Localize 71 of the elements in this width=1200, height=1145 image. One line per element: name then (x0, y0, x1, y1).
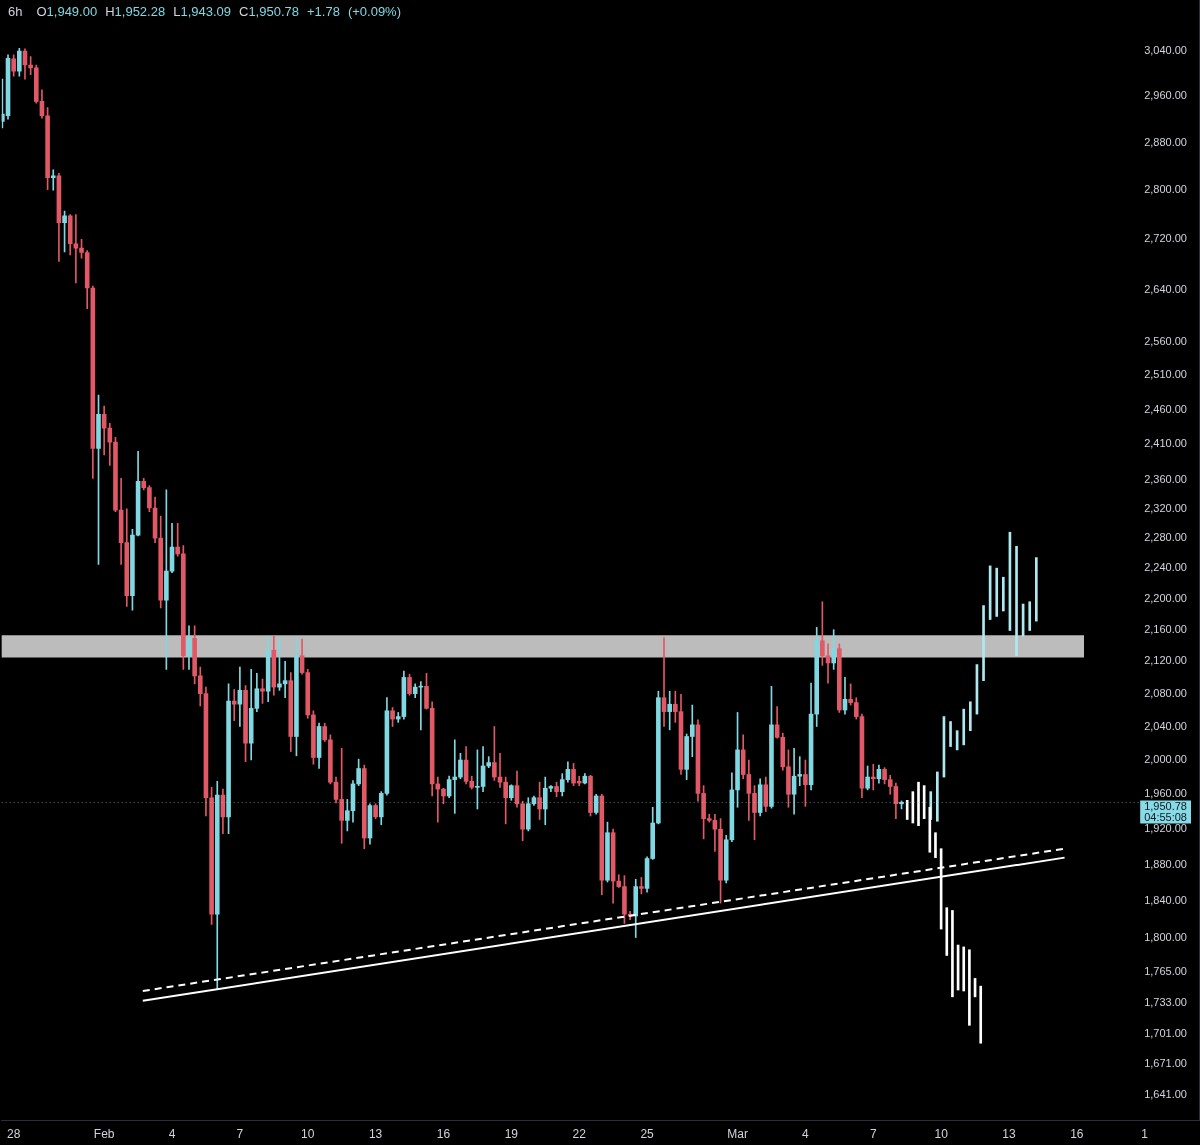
y-tick-label: 2,410.00 (1144, 437, 1187, 450)
ref-line-label: 1,950.78 (1144, 800, 1187, 813)
bar (982, 605, 985, 681)
y-tick-label: 2,880.00 (1144, 135, 1187, 148)
y-tick-label: 2,460.00 (1144, 402, 1187, 415)
x-tick-label: 10 (301, 1126, 315, 1141)
x-tick-label: 1 (1141, 1126, 1149, 1141)
candlestick (50, 169, 56, 191)
y-tick-label: 2,040.00 (1144, 719, 1187, 732)
x-tick-label: Mar (727, 1126, 748, 1141)
y-tick-label: 3,040.00 (1144, 44, 1187, 57)
x-tick-label: 28 (6, 1126, 21, 1141)
x-tick-label: Feb (93, 1126, 115, 1141)
candlestick (661, 637, 667, 727)
bar (1028, 601, 1032, 631)
y-tick-label: 1,765.00 (1144, 964, 1187, 977)
x-tick-label: 10 (934, 1126, 949, 1141)
y-tick-label: 2,200.00 (1144, 591, 1187, 604)
y-tick-label: 2,640.00 (1144, 282, 1187, 295)
bar (936, 771, 939, 822)
y-tick-label: 1,733.00 (1144, 995, 1187, 1008)
x-tick-label: 13 (368, 1126, 383, 1141)
x-tick-label: 4 (802, 1126, 810, 1141)
x-tick-label: 19 (504, 1126, 519, 1141)
x-tick-label: 13 (1002, 1126, 1016, 1141)
bar (1015, 546, 1018, 657)
candlestick (870, 763, 876, 791)
candlestick (175, 523, 180, 557)
bar (945, 907, 949, 956)
y-tick-label: 1,920.00 (1144, 822, 1187, 835)
y-tick-label: 2,000.00 (1144, 753, 1187, 766)
chart-title: 6h (8, 3, 23, 19)
x-tick-label: 25 (640, 1126, 655, 1141)
bar (1002, 576, 1005, 612)
candlestick (667, 690, 672, 731)
candlestick (231, 689, 237, 722)
bar (949, 721, 952, 747)
bar (995, 567, 999, 617)
y-tick-label: 1,671.00 (1144, 1057, 1187, 1070)
x-tick-label: 16 (1070, 1126, 1084, 1141)
x-tick-label: 7 (869, 1126, 877, 1141)
y-tick-label: 2,510.00 (1144, 368, 1187, 381)
y-tick-label: 1,960.00 (1144, 787, 1187, 800)
y-tick-label: 2,160.00 (1144, 622, 1187, 635)
text: O1,949.00 H1,952.28 L1,943.09 C1,950.78 +1.78 (+0.09%) (36, 3, 402, 19)
x-tick-label: 16 (436, 1126, 451, 1141)
bar (962, 708, 966, 746)
x-tick-label: 22 (572, 1126, 587, 1141)
y-tick-label: 1,800.00 (1144, 931, 1187, 944)
y-tick-label: 2,560.00 (1144, 335, 1187, 348)
bar (951, 910, 954, 998)
bar (1034, 557, 1038, 622)
y-tick-label: 1,840.00 (1144, 894, 1187, 907)
y-tick-label: 2,960.00 (1144, 89, 1187, 102)
y-tick-label: 2,320.00 (1144, 501, 1187, 514)
y-tick-label: 2,240.00 (1144, 561, 1187, 574)
y-tick-label: 1,880.00 (1144, 857, 1187, 870)
y-tick-label: 2,360.00 (1144, 472, 1187, 485)
y-tick-label: 2,080.00 (1144, 686, 1187, 699)
x-tick-label: 4 (168, 1126, 176, 1141)
bar (969, 701, 972, 731)
y-tick-label: 1,701.00 (1144, 1027, 1187, 1040)
y-tick-label: 2,120.00 (1144, 654, 1187, 667)
candlestick (237, 666, 243, 727)
y-tick-label: 2,280.00 (1144, 531, 1187, 544)
x-tick-label: 7 (236, 1126, 244, 1141)
y-tick-label: 2,800.00 (1144, 183, 1187, 196)
y-tick-label: 1,641.00 (1144, 1088, 1187, 1101)
y-tick-label: 2,720.00 (1144, 232, 1187, 245)
annotation: 04:55:08 (1144, 811, 1187, 824)
bar (934, 832, 937, 858)
